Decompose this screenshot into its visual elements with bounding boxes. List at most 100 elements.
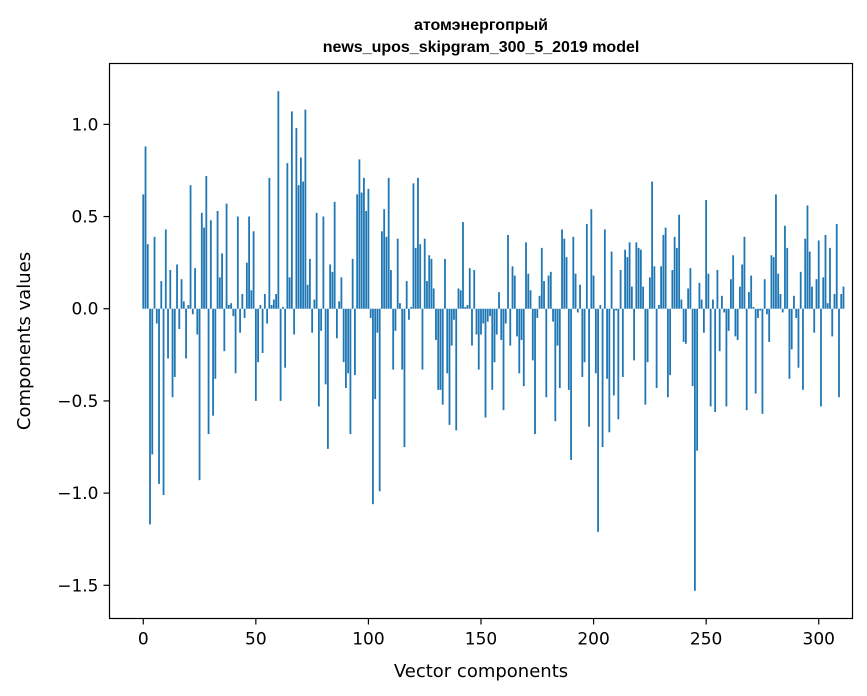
x-tick-label: 250 xyxy=(690,630,722,650)
bar xyxy=(556,308,559,346)
bar xyxy=(466,305,469,309)
bar xyxy=(317,308,320,407)
bar xyxy=(315,212,318,309)
bar xyxy=(381,231,383,309)
bar xyxy=(797,308,800,368)
bar xyxy=(250,290,253,309)
bar xyxy=(750,275,753,309)
y-tick-label: 0.0 xyxy=(71,300,98,320)
bar xyxy=(552,308,554,322)
bar xyxy=(448,308,451,425)
bar xyxy=(239,308,241,333)
bar xyxy=(673,236,676,309)
bar xyxy=(777,273,780,309)
bar xyxy=(414,247,417,309)
bar xyxy=(387,177,390,309)
bar xyxy=(763,279,766,309)
bar xyxy=(772,257,775,309)
bar xyxy=(570,308,572,460)
bar xyxy=(705,199,708,309)
y-tick-label: 0.5 xyxy=(71,208,98,228)
bar xyxy=(272,299,275,309)
bar xyxy=(297,185,300,309)
bar xyxy=(504,308,507,324)
bar xyxy=(419,244,422,309)
bar xyxy=(543,281,545,309)
bar xyxy=(205,175,208,309)
bar xyxy=(268,177,271,309)
bar xyxy=(212,308,214,416)
bar xyxy=(527,273,530,309)
bar xyxy=(358,159,361,309)
bar xyxy=(374,308,377,400)
bar xyxy=(295,128,298,309)
bar xyxy=(775,194,777,309)
bar xyxy=(385,236,388,309)
bar xyxy=(198,308,201,481)
bar xyxy=(687,288,690,309)
bar xyxy=(585,223,588,309)
bar xyxy=(417,177,419,309)
x-axis-label: Vector components xyxy=(394,661,568,682)
bar xyxy=(151,308,154,455)
bar xyxy=(617,308,620,420)
bar xyxy=(835,223,838,309)
bar xyxy=(225,203,228,309)
bar xyxy=(745,308,748,411)
bar xyxy=(712,299,714,309)
bar xyxy=(149,308,151,525)
bar xyxy=(770,255,773,309)
bar xyxy=(293,308,296,335)
bar xyxy=(718,308,721,352)
bar xyxy=(439,308,442,390)
bar xyxy=(574,273,577,309)
bar xyxy=(299,157,302,309)
bar xyxy=(567,308,570,390)
bar xyxy=(500,308,503,341)
bar xyxy=(194,268,196,309)
bar xyxy=(144,146,147,309)
x-tick-label: 150 xyxy=(465,630,497,650)
bar xyxy=(802,308,804,390)
bar xyxy=(732,255,735,309)
bar xyxy=(203,227,205,309)
bar xyxy=(784,225,786,309)
bar xyxy=(435,308,437,341)
bar xyxy=(545,308,548,398)
bar xyxy=(626,257,629,309)
bar xyxy=(603,229,606,309)
bar xyxy=(754,308,757,394)
bar xyxy=(173,308,176,377)
bar xyxy=(180,279,183,309)
bar xyxy=(311,308,314,333)
bar xyxy=(302,181,305,309)
bar xyxy=(653,266,656,309)
bar xyxy=(597,308,599,532)
bar xyxy=(275,293,278,309)
bar xyxy=(768,308,771,342)
bar xyxy=(372,308,374,505)
bar xyxy=(263,293,266,309)
bar xyxy=(842,286,845,309)
bar xyxy=(601,308,604,448)
bar xyxy=(187,305,190,309)
bar xyxy=(730,279,732,309)
bar xyxy=(223,308,226,352)
bar xyxy=(430,258,433,309)
bar xyxy=(369,308,372,318)
bar xyxy=(333,201,336,309)
bar xyxy=(739,286,741,309)
bar xyxy=(340,277,343,309)
bar xyxy=(696,308,699,451)
bar xyxy=(633,308,635,361)
bar xyxy=(594,308,597,374)
bar xyxy=(563,238,566,309)
bar xyxy=(678,214,681,309)
bar xyxy=(680,299,683,309)
bar xyxy=(703,308,705,333)
bar xyxy=(666,308,669,398)
bar xyxy=(421,308,424,370)
y-tick-label: 1.0 xyxy=(71,115,98,135)
bar xyxy=(390,270,392,309)
bar xyxy=(331,271,334,309)
